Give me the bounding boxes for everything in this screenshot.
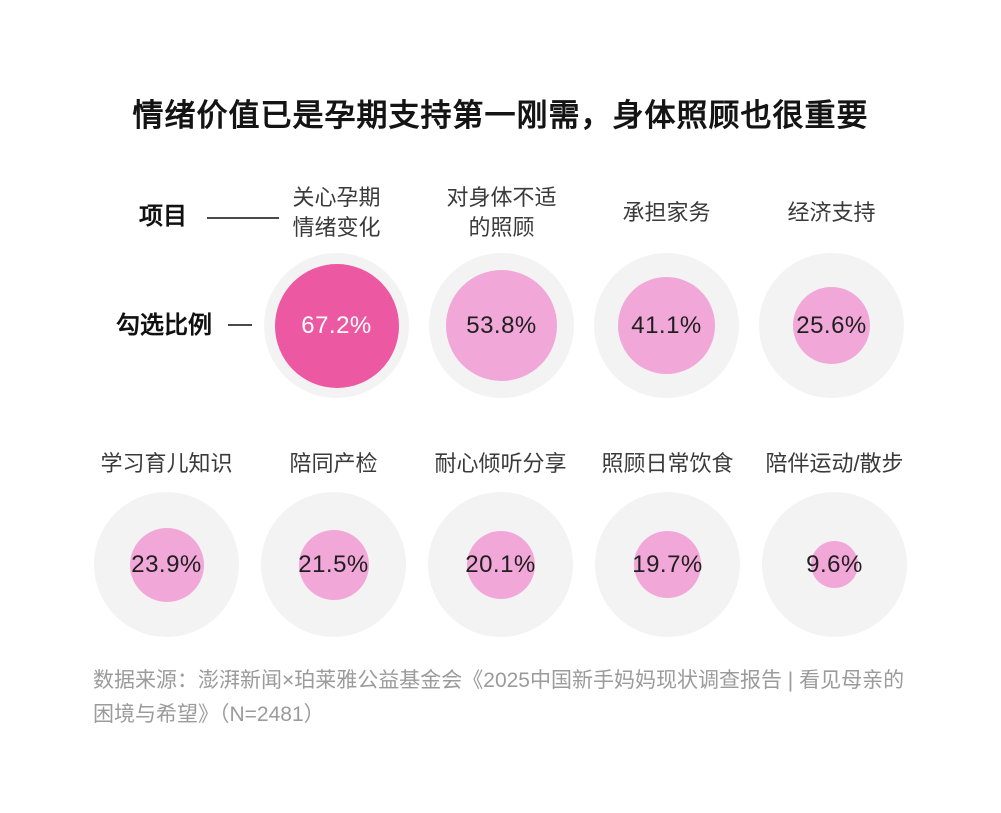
value-axis-label: 勾选比例 <box>116 312 212 339</box>
category-axis-connector-line <box>207 217 279 219</box>
bubble: 23.9% <box>129 527 204 602</box>
bubble-item-label: 照顾日常饮食 <box>601 451 734 476</box>
bubble-column: 照顾日常饮食 19.7% <box>584 450 751 637</box>
bubble-halo: 41.1% <box>594 253 739 398</box>
bubble-item-label: 关心孕期 情绪变化 <box>292 185 381 240</box>
bubble-column: 关心孕期 情绪变化 67.2% <box>254 182 419 398</box>
bubble-value: 41.1% <box>631 311 702 339</box>
value-axis-connector-line <box>228 324 252 326</box>
bubble-value: 53.8% <box>466 311 537 339</box>
chart-title: 情绪价值已是孕期支持第一刚需，身体照顾也很重要 <box>132 98 869 133</box>
data-source-note: 数据来源：澎湃新闻×珀莱雅公益基金会《2025中国新手妈妈现状调查报告 | 看见… <box>93 669 905 726</box>
bubble-value: 20.1% <box>465 550 536 578</box>
bubble: 21.5% <box>298 529 369 600</box>
bubble-column: 学习育儿知识 23.9% <box>83 450 250 637</box>
bubble: 25.6% <box>793 287 870 364</box>
bubble-column: 对身体不适 的照顾 53.8% <box>419 182 584 398</box>
bubble: 20.1% <box>465 530 536 599</box>
bubble: 19.7% <box>632 531 703 598</box>
bubble-highlight: 67.2% <box>274 263 399 388</box>
bubble-column: 耐心倾听分享 20.1% <box>417 450 584 637</box>
bubble-value: 21.5% <box>298 550 369 578</box>
bubble-row-bottom: 学习育儿知识 23.9% 陪同产检 21.5% 耐心倾听分享 20.1% 照顾日常饮食 19.… <box>83 450 918 637</box>
category-axis-label: 项目 <box>139 203 187 230</box>
bubble-item-label: 陪伴运动/散步 <box>765 451 904 476</box>
bubble-halo: 53.8% <box>429 253 574 398</box>
bubble-value: 67.2% <box>301 311 372 339</box>
bubble-halo: 21.5% <box>261 492 406 637</box>
bubble-row-top: 关心孕期 情绪变化 67.2% 对身体不适 的照顾 53.8% 承担家务 41.1% 经济支… <box>254 182 914 398</box>
bubble-item-label: 对身体不适 的照顾 <box>446 185 557 240</box>
bubble-halo: 9.6% <box>762 492 907 637</box>
bubble-column: 承担家务 41.1% <box>584 182 749 398</box>
bubble-value: 23.9% <box>131 550 202 578</box>
bubble-column: 经济支持 25.6% <box>749 182 914 398</box>
bubble-item-label: 承担家务 <box>622 200 711 225</box>
bubble-value: 19.7% <box>632 550 703 578</box>
bubble-value: 25.6% <box>796 311 867 339</box>
bubble-item-label: 陪同产检 <box>289 451 378 476</box>
bubble-column: 陪同产检 21.5% <box>250 450 417 637</box>
bubble-item-label: 耐心倾听分享 <box>434 451 567 476</box>
bubble: 9.6% <box>806 541 862 588</box>
bubble-halo: 20.1% <box>428 492 573 637</box>
bubble-halo: 67.2% <box>264 253 409 398</box>
bubble-value: 9.6% <box>806 550 863 578</box>
bubble-column: 陪伴运动/散步 9.6% <box>751 450 918 637</box>
bubble-item-label: 学习育儿知识 <box>100 451 233 476</box>
bubble-halo: 19.7% <box>595 492 740 637</box>
bubble-halo: 25.6% <box>759 253 904 398</box>
bubble-halo: 23.9% <box>94 492 239 637</box>
bubble: 41.1% <box>618 277 715 374</box>
bubble: 53.8% <box>446 270 557 381</box>
bubble-item-label: 经济支持 <box>787 200 876 225</box>
